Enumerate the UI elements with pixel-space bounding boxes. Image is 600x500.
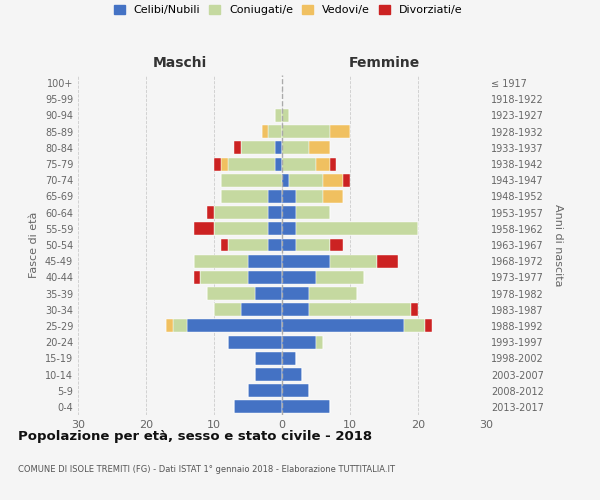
Bar [377,254,398,268]
Bar [255,352,282,365]
Bar [275,109,282,122]
Text: COMUNE DI ISOLE TREMITI (FG) - Dati ISTAT 1° gennaio 2018 - Elaborazione TUTTITA: COMUNE DI ISOLE TREMITI (FG) - Dati ISTA… [18,465,395,474]
Bar [309,142,329,154]
Bar [289,174,323,186]
Bar [282,158,316,170]
Text: Maschi: Maschi [153,56,207,70]
Bar [262,125,268,138]
Bar [296,206,329,219]
Bar [323,174,343,186]
Bar [241,304,282,316]
Bar [248,271,282,284]
Bar [404,320,425,332]
Bar [282,125,329,138]
Bar [329,125,350,138]
Bar [214,158,221,170]
Bar [248,254,282,268]
Bar [316,158,329,170]
Bar [411,304,418,316]
Bar [235,400,282,413]
Bar [214,206,268,219]
Bar [207,206,214,219]
Bar [268,190,282,203]
Bar [282,304,309,316]
Bar [282,400,329,413]
Bar [255,287,282,300]
Bar [296,222,418,235]
Bar [194,254,248,268]
Bar [282,206,296,219]
Bar [282,271,316,284]
Bar [227,158,275,170]
Bar [221,190,268,203]
Bar [282,320,404,332]
Bar [227,336,282,348]
Bar [235,142,241,154]
Bar [309,304,411,316]
Bar [241,142,275,154]
Bar [282,368,302,381]
Bar [323,190,343,203]
Bar [329,254,377,268]
Bar [329,238,343,252]
Bar [275,158,282,170]
Bar [275,142,282,154]
Bar [282,352,296,365]
Bar [282,222,296,235]
Bar [187,320,282,332]
Bar [268,222,282,235]
Bar [309,287,357,300]
Bar [194,222,214,235]
Text: Popolazione per età, sesso e stato civile - 2018: Popolazione per età, sesso e stato civil… [18,430,372,443]
Bar [255,368,282,381]
Bar [282,174,289,186]
Bar [214,304,241,316]
Bar [282,336,316,348]
Bar [296,238,329,252]
Bar [268,125,282,138]
Bar [316,271,364,284]
Bar [425,320,431,332]
Bar [227,238,268,252]
Bar [282,238,296,252]
Bar [214,222,268,235]
Bar [329,158,337,170]
Bar [282,109,289,122]
Bar [194,271,200,284]
Bar [221,238,227,252]
Legend: Celibi/Nubili, Coniugati/e, Vedovi/e, Divorziati/e: Celibi/Nubili, Coniugati/e, Vedovi/e, Di… [109,0,467,20]
Bar [221,174,282,186]
Bar [200,271,248,284]
Bar [173,320,187,332]
Bar [296,190,323,203]
Bar [221,158,227,170]
Text: Femmine: Femmine [349,56,419,70]
Bar [248,384,282,397]
Bar [268,238,282,252]
Bar [207,287,255,300]
Bar [282,190,296,203]
Bar [343,174,350,186]
Bar [282,384,309,397]
Y-axis label: Fasce di età: Fasce di età [29,212,39,278]
Y-axis label: Anni di nascita: Anni di nascita [553,204,563,286]
Bar [316,336,323,348]
Bar [166,320,173,332]
Bar [282,287,309,300]
Bar [282,254,329,268]
Bar [268,206,282,219]
Bar [282,142,309,154]
